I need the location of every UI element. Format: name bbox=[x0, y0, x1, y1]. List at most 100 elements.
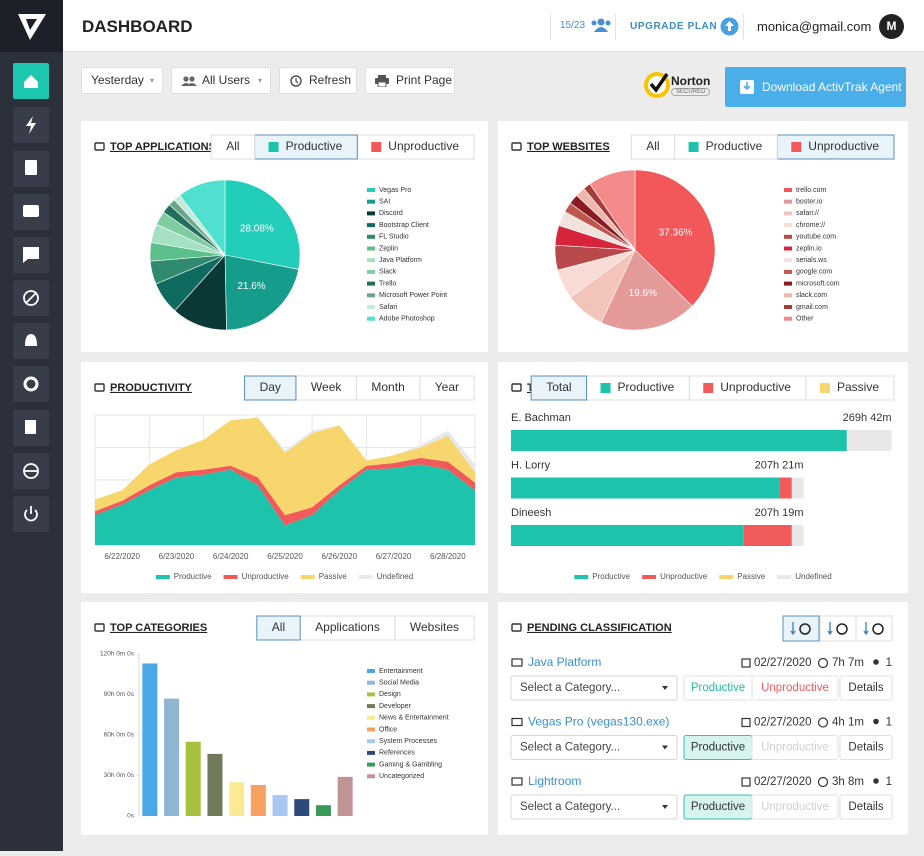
legend-swatch bbox=[367, 281, 375, 286]
tab-box bbox=[530, 375, 588, 401]
tab-label: Year bbox=[435, 380, 459, 394]
user-email[interactable]: monica@gmail.com bbox=[757, 19, 872, 34]
title-icon bbox=[94, 383, 105, 392]
app-date: 02/27/2020 bbox=[754, 717, 812, 729]
tab[interactable]: Passive bbox=[805, 375, 895, 401]
app-date: 02/27/2020 bbox=[754, 776, 812, 788]
tab-swatch bbox=[268, 142, 279, 152]
legend-label: References bbox=[379, 750, 415, 757]
category-select[interactable] bbox=[510, 675, 678, 701]
calendar-icon bbox=[741, 658, 751, 668]
panel-canvas: TOP APPLICATIONS Unproductive Productive Al… bbox=[94, 134, 475, 331]
unproductive-button[interactable] bbox=[751, 735, 839, 760]
clock-icon bbox=[817, 776, 829, 788]
date-dropdown[interactable]: Yesterday ▾ bbox=[81, 67, 163, 94]
unproductive-label: Unproductive bbox=[761, 682, 829, 694]
tab-swatch bbox=[819, 383, 830, 393]
tab[interactable]: Applications bbox=[299, 615, 396, 641]
seat-count[interactable]: 15/23 bbox=[560, 20, 586, 31]
tab-label: Passive bbox=[837, 380, 879, 394]
user-total: 207h 21m bbox=[755, 459, 804, 471]
norton-secured: SECURED bbox=[671, 88, 711, 96]
tab[interactable]: Unproductive bbox=[356, 134, 475, 160]
users-dropdown[interactable]: All Users ▾ bbox=[171, 67, 271, 94]
legend-label: SAI bbox=[379, 199, 390, 206]
legend-swatch bbox=[784, 223, 792, 228]
legend-label: Other bbox=[796, 316, 814, 323]
user-name: Dineesh bbox=[511, 507, 551, 519]
panel-canvas: TOP CATEGORIES Websites Applications All 120… bbox=[94, 615, 475, 820]
tab[interactable]: Productive bbox=[674, 134, 778, 160]
tab[interactable]: All bbox=[256, 615, 301, 641]
tab[interactable]: Week bbox=[295, 375, 357, 401]
bar-segment bbox=[743, 525, 792, 546]
sort-button[interactable] bbox=[819, 615, 857, 642]
tab-box bbox=[299, 615, 396, 641]
tab-swatch bbox=[600, 383, 611, 393]
tab-box bbox=[394, 615, 475, 641]
upgrade-icon bbox=[720, 17, 739, 36]
tab-label: Websites bbox=[410, 620, 459, 634]
legend-swatch bbox=[719, 575, 734, 579]
tab[interactable]: All bbox=[630, 134, 676, 160]
panel-title: TOP WEBSITES bbox=[527, 141, 610, 153]
details-label: Details bbox=[848, 742, 883, 754]
panel-canvas: TOP USERSPassiveUnproductiveProductiveTo… bbox=[511, 375, 895, 581]
app-name[interactable]: Java Platform bbox=[528, 655, 601, 669]
app-users: 1 bbox=[886, 657, 892, 669]
sort-button[interactable] bbox=[855, 615, 893, 642]
app-name[interactable]: Lightroom bbox=[528, 774, 581, 788]
tab-label: All bbox=[226, 139, 239, 153]
user-name: E. Bachman bbox=[511, 412, 571, 424]
category-select[interactable] bbox=[510, 735, 678, 760]
tab[interactable]: All bbox=[210, 134, 256, 160]
legend-label: youtube.com bbox=[796, 234, 836, 241]
details-button[interactable] bbox=[839, 675, 893, 701]
panel-title: PRODUCTIVITY bbox=[110, 382, 193, 394]
legend-label: Unproductive bbox=[660, 572, 708, 581]
tab[interactable]: Year bbox=[419, 375, 475, 401]
pie-slice bbox=[224, 254, 299, 331]
legend-label: Discord bbox=[379, 210, 403, 217]
bar-segment bbox=[511, 430, 847, 451]
tab[interactable]: Unproductive bbox=[776, 134, 895, 160]
bar bbox=[337, 776, 353, 816]
tab[interactable]: Productive bbox=[254, 134, 358, 160]
tab-box bbox=[630, 134, 676, 160]
unproductive-button[interactable] bbox=[751, 675, 839, 701]
download-button[interactable]: Download ActivTrak Agent bbox=[725, 67, 906, 107]
legend-swatch bbox=[367, 669, 375, 673]
tab[interactable]: Total bbox=[530, 375, 588, 401]
tab[interactable]: Websites bbox=[394, 615, 475, 641]
tab[interactable]: Month bbox=[355, 375, 421, 401]
logo-mark bbox=[18, 14, 46, 40]
details-button[interactable] bbox=[839, 735, 893, 760]
panel-title: TOP APPLICATIONS bbox=[110, 141, 216, 153]
refresh-button[interactable]: Refresh bbox=[279, 67, 357, 94]
print-button[interactable]: Print Page bbox=[365, 67, 455, 94]
tab[interactable]: Unproductive bbox=[688, 375, 807, 401]
user-total: 207h 19m bbox=[755, 507, 804, 519]
users-icon bbox=[873, 718, 879, 725]
category-select[interactable] bbox=[510, 794, 678, 820]
legend-swatch bbox=[358, 575, 373, 579]
details-button[interactable] bbox=[839, 794, 893, 820]
legend-label: Passive bbox=[737, 572, 766, 581]
tab[interactable]: Productive bbox=[586, 375, 690, 401]
slice-label: 19.6% bbox=[629, 288, 657, 299]
avatar[interactable]: M bbox=[879, 14, 904, 39]
app-name[interactable]: Vegas Pro (vegas130.exe) bbox=[528, 715, 669, 729]
legend-swatch bbox=[642, 575, 657, 579]
details-label: Details bbox=[848, 682, 883, 694]
legend-label: Design bbox=[379, 691, 401, 698]
sort-button[interactable] bbox=[782, 615, 820, 642]
tab[interactable]: Day bbox=[244, 375, 297, 401]
tab-label: Unproductive bbox=[388, 139, 459, 153]
legend-swatch bbox=[574, 575, 589, 579]
legend-label: Developer bbox=[379, 703, 412, 710]
logo[interactable] bbox=[0, 0, 63, 52]
unproductive-button[interactable] bbox=[751, 794, 839, 820]
legend-label: Java Platform bbox=[379, 257, 422, 264]
panel-canvas: PRODUCTIVITY Year Month Week Day 6/22/2020 6/2… bbox=[94, 375, 476, 581]
upgrade-link[interactable]: UPGRADE PLAN bbox=[630, 21, 718, 32]
